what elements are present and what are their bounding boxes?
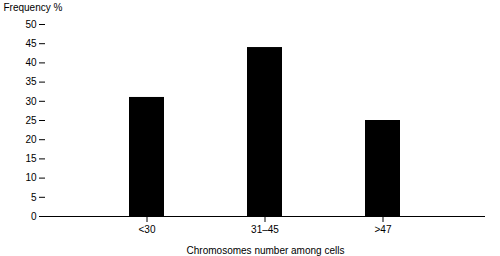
svg-text:20: 20 [25,134,37,145]
svg-text:45: 45 [25,38,37,49]
svg-text:40: 40 [25,57,37,68]
svg-text:Chromosomes number among cells: Chromosomes number among cells [187,245,345,256]
svg-text:30: 30 [25,96,37,107]
svg-text:15: 15 [25,153,37,164]
svg-text:5: 5 [31,192,37,203]
svg-text:50: 50 [25,19,37,30]
svg-text:Frequency %: Frequency % [4,2,63,13]
svg-text:10: 10 [25,172,37,183]
svg-text:31–45: 31–45 [251,224,279,235]
svg-text:35: 35 [25,76,37,87]
svg-text:>47: >47 [375,224,392,235]
svg-text:<30: <30 [139,224,156,235]
svg-text:0: 0 [31,211,37,222]
svg-text:25: 25 [25,115,37,126]
